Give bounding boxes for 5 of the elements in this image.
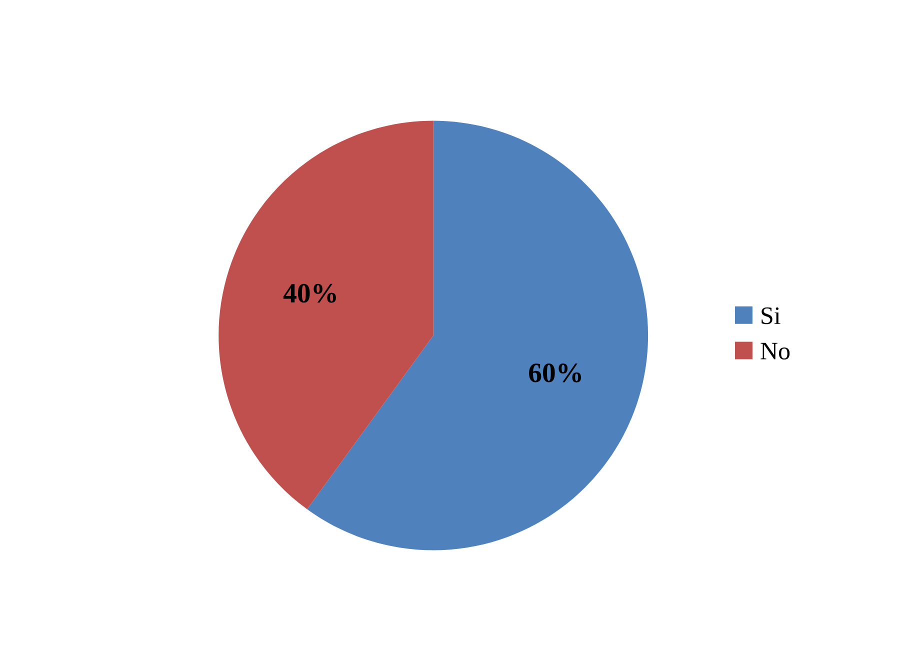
pie-slice	[218, 120, 434, 510]
legend-label: Si	[762, 307, 780, 324]
data-label: 40%	[283, 284, 336, 303]
data-label: 60%	[529, 364, 582, 382]
legend-label: No	[760, 342, 790, 360]
